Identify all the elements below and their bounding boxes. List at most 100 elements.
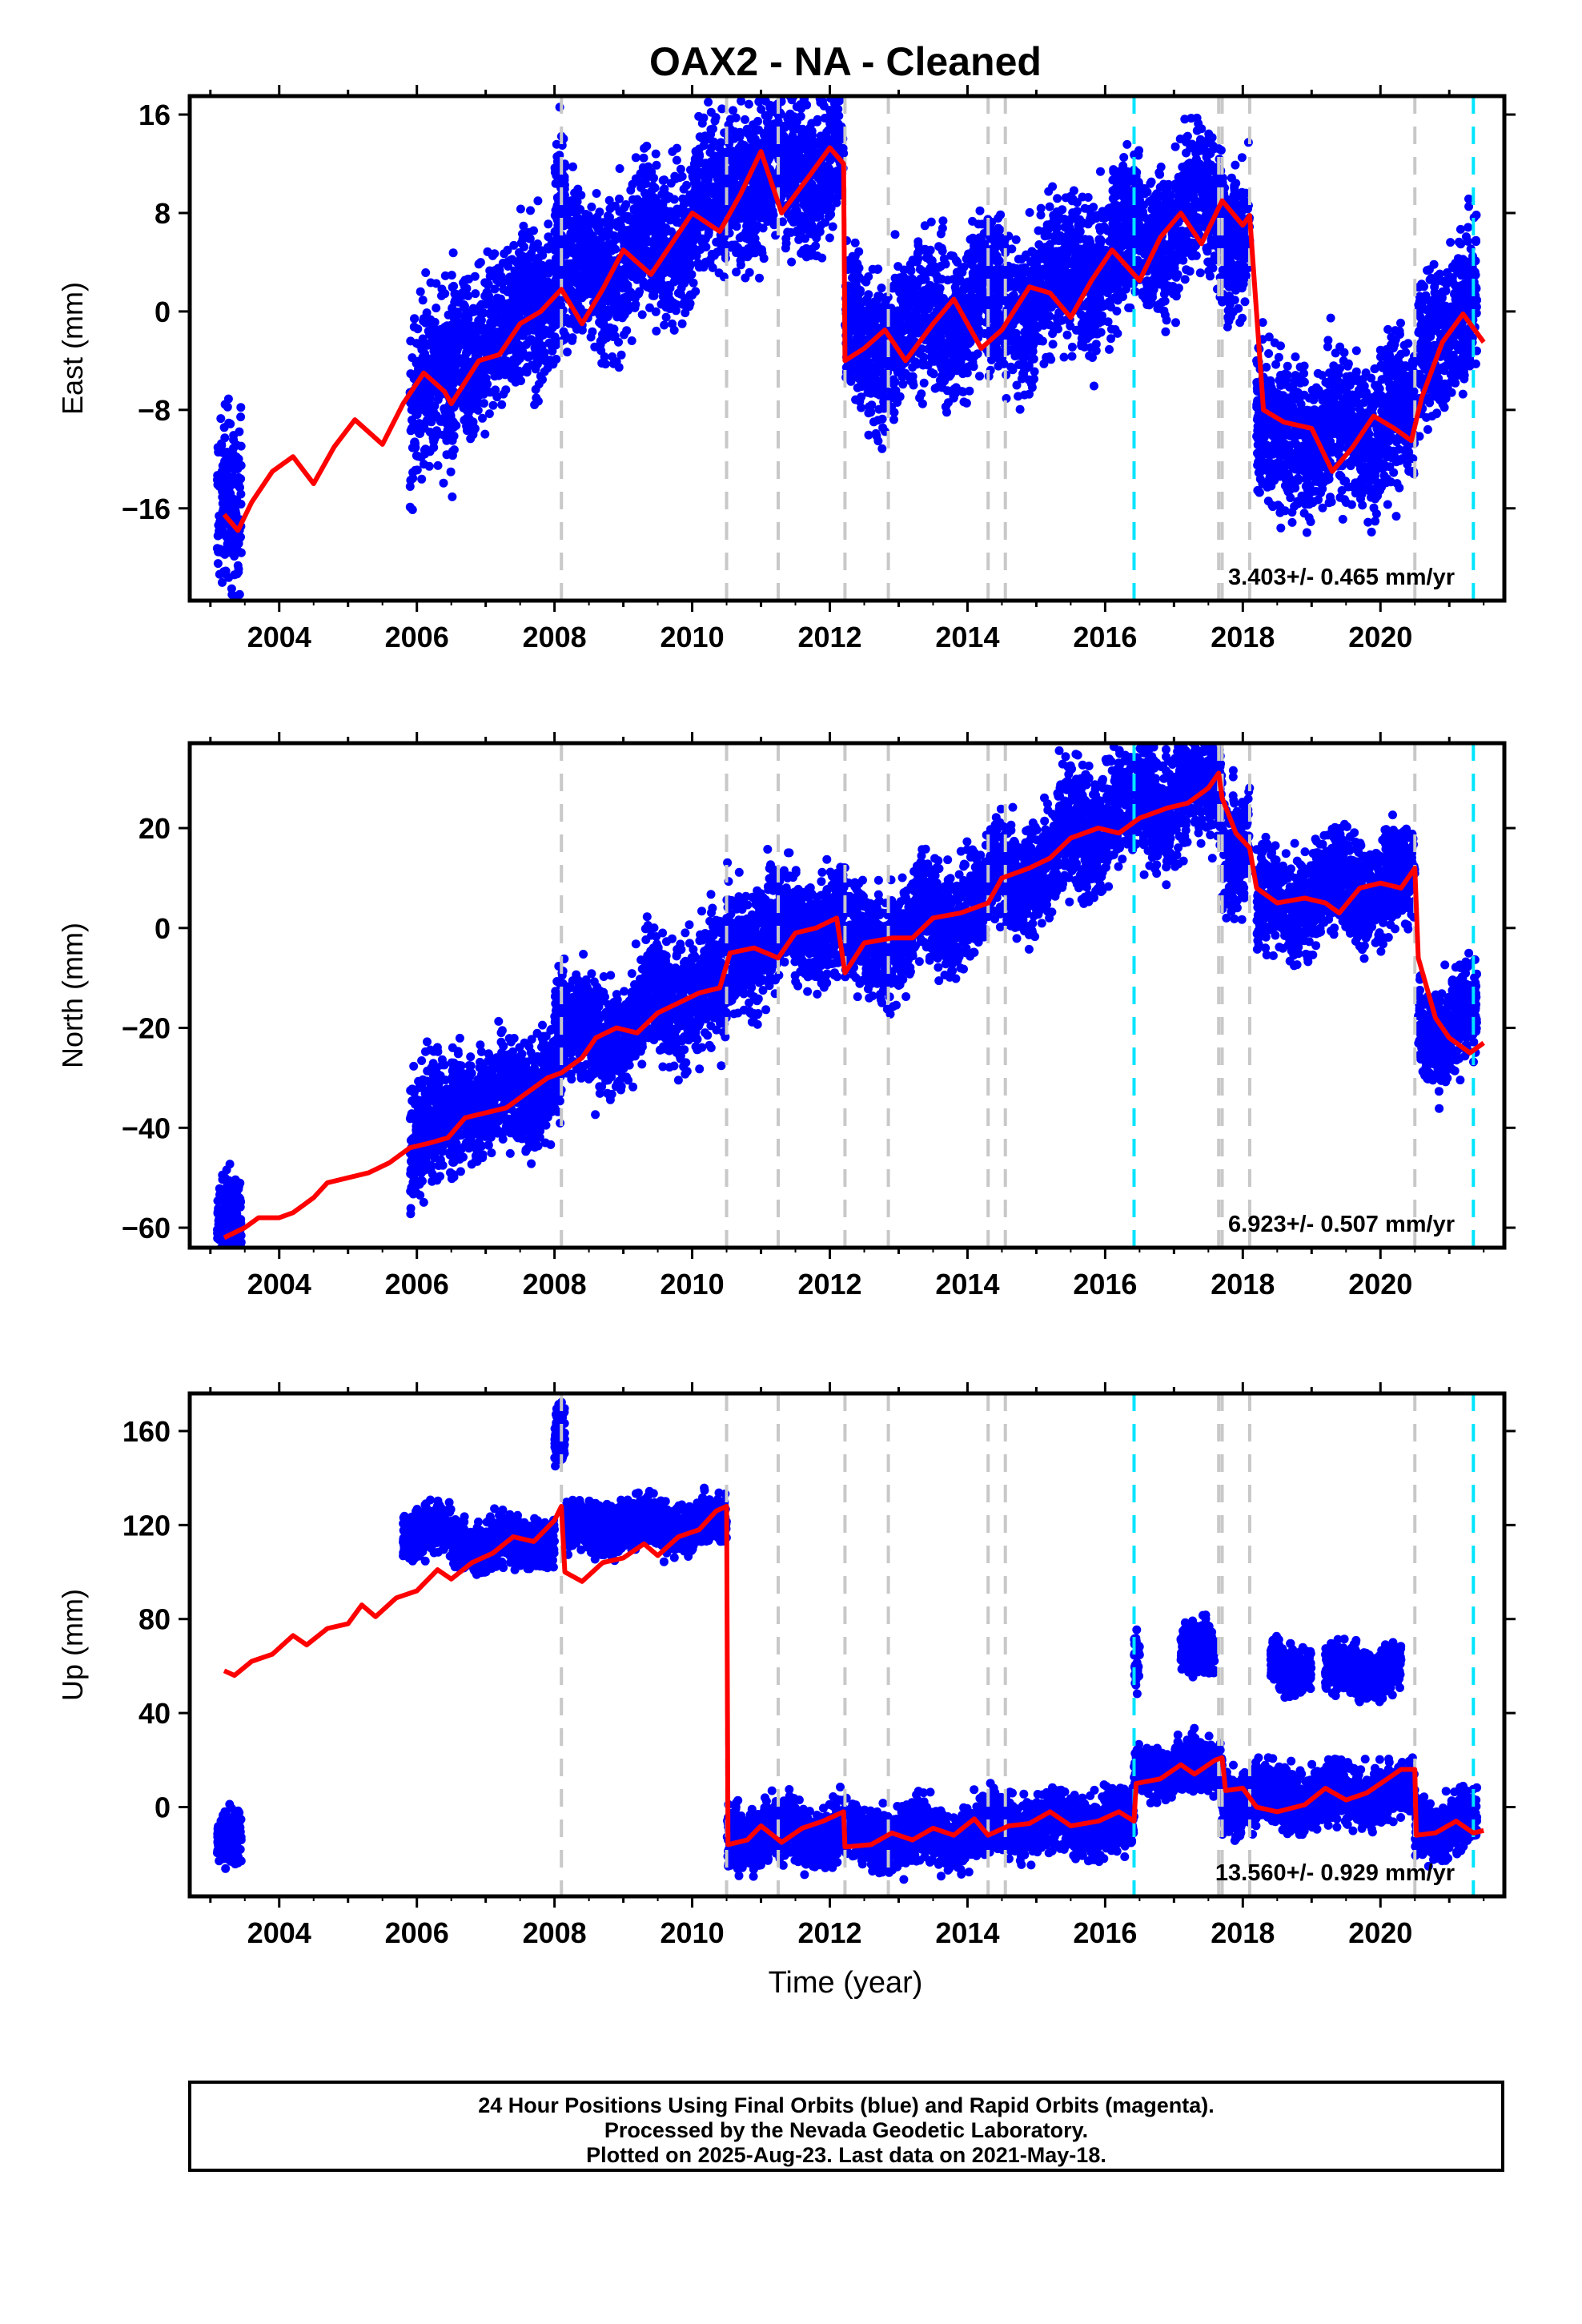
data-point bbox=[912, 320, 921, 329]
data-point bbox=[1053, 194, 1062, 203]
data-point bbox=[688, 219, 697, 229]
data-point bbox=[953, 257, 962, 267]
data-point bbox=[889, 281, 898, 290]
data-point bbox=[449, 445, 459, 455]
data-point bbox=[523, 362, 532, 372]
data-point bbox=[430, 354, 440, 364]
data-point bbox=[235, 427, 244, 436]
data-point bbox=[1048, 340, 1058, 349]
data-point bbox=[428, 320, 437, 329]
data-point bbox=[548, 360, 558, 369]
data-point bbox=[424, 461, 434, 471]
data-point bbox=[817, 253, 827, 263]
data-point bbox=[615, 164, 624, 173]
data-point bbox=[421, 268, 431, 277]
data-point bbox=[507, 373, 516, 383]
data-point bbox=[642, 141, 652, 151]
data-point bbox=[748, 193, 757, 203]
data-point bbox=[706, 107, 716, 117]
data-point bbox=[407, 405, 416, 415]
data-point bbox=[625, 267, 635, 277]
data-point bbox=[584, 211, 593, 220]
data-point bbox=[223, 402, 232, 412]
data-point bbox=[218, 577, 227, 587]
data-point bbox=[889, 379, 898, 388]
data-point bbox=[754, 97, 764, 107]
data-point bbox=[1025, 207, 1034, 217]
data-point bbox=[682, 180, 692, 190]
data-point bbox=[415, 356, 424, 366]
data-point bbox=[652, 326, 661, 336]
data-point bbox=[539, 265, 548, 275]
data-point bbox=[941, 402, 950, 412]
data-point bbox=[452, 420, 461, 430]
data-point bbox=[913, 237, 923, 247]
data-point bbox=[482, 339, 492, 348]
data-point bbox=[747, 135, 756, 144]
data-point bbox=[468, 421, 478, 431]
data-point bbox=[781, 243, 790, 253]
data-point bbox=[235, 589, 244, 599]
data-point bbox=[440, 289, 450, 299]
data-point bbox=[448, 344, 458, 353]
data-point bbox=[588, 327, 597, 336]
data-point bbox=[610, 332, 620, 341]
data-point bbox=[797, 211, 806, 221]
data-point bbox=[687, 270, 697, 279]
data-point bbox=[596, 271, 606, 281]
data-point bbox=[897, 372, 907, 381]
data-point bbox=[406, 336, 416, 346]
data-point bbox=[539, 355, 548, 364]
data-point bbox=[654, 235, 664, 244]
data-point bbox=[433, 372, 443, 382]
data-point bbox=[647, 256, 656, 265]
data-point bbox=[689, 278, 698, 287]
data-point bbox=[934, 263, 944, 272]
data-point bbox=[805, 123, 815, 133]
data-point bbox=[804, 195, 813, 204]
data-point bbox=[944, 318, 954, 328]
data-point bbox=[856, 286, 865, 295]
data-point bbox=[223, 539, 232, 549]
data-point bbox=[577, 325, 587, 335]
data-point bbox=[454, 331, 464, 340]
data-point bbox=[236, 441, 246, 451]
data-point bbox=[444, 427, 453, 436]
data-point bbox=[432, 412, 442, 422]
data-point bbox=[703, 187, 713, 197]
data-point bbox=[685, 302, 694, 312]
data-point bbox=[890, 273, 900, 283]
data-point bbox=[452, 308, 462, 316]
data-point bbox=[555, 269, 564, 279]
data-point bbox=[676, 164, 685, 174]
data-point bbox=[488, 251, 497, 260]
data-point bbox=[877, 283, 886, 293]
data-point bbox=[464, 414, 474, 424]
data-point bbox=[540, 325, 550, 335]
data-point bbox=[608, 359, 618, 368]
data-point bbox=[461, 331, 471, 340]
data-point bbox=[690, 169, 700, 179]
data-point bbox=[828, 222, 837, 231]
data-point bbox=[236, 489, 246, 499]
data-point bbox=[218, 499, 227, 509]
data-point bbox=[496, 327, 505, 336]
data-point bbox=[514, 366, 524, 376]
data-point bbox=[922, 304, 932, 314]
data-point bbox=[484, 409, 494, 419]
data-point bbox=[231, 541, 239, 551]
data-point bbox=[643, 167, 652, 176]
data-point bbox=[222, 469, 231, 479]
data-point bbox=[938, 216, 948, 226]
data-point bbox=[873, 264, 883, 274]
data-point bbox=[446, 411, 456, 420]
data-point bbox=[596, 235, 605, 244]
data-point bbox=[717, 241, 726, 251]
data-point bbox=[604, 311, 613, 320]
data-point bbox=[442, 450, 452, 460]
data-point bbox=[234, 567, 243, 577]
data-point bbox=[213, 480, 223, 489]
data-point bbox=[971, 312, 981, 322]
data-point bbox=[849, 358, 858, 368]
data-point bbox=[471, 289, 480, 299]
